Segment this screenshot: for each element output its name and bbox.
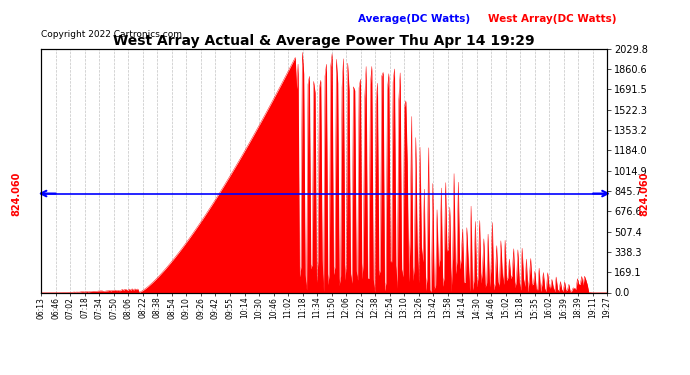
Title: West Array Actual & Average Power Thu Apr 14 19:29: West Array Actual & Average Power Thu Ap… <box>113 34 535 48</box>
Text: Average(DC Watts): Average(DC Watts) <box>358 14 471 24</box>
Text: West Array(DC Watts): West Array(DC Watts) <box>489 14 617 24</box>
Text: 824.060: 824.060 <box>11 171 21 216</box>
Text: Copyright 2022 Cartronics.com: Copyright 2022 Cartronics.com <box>41 30 182 39</box>
Text: 824.060: 824.060 <box>639 171 649 216</box>
